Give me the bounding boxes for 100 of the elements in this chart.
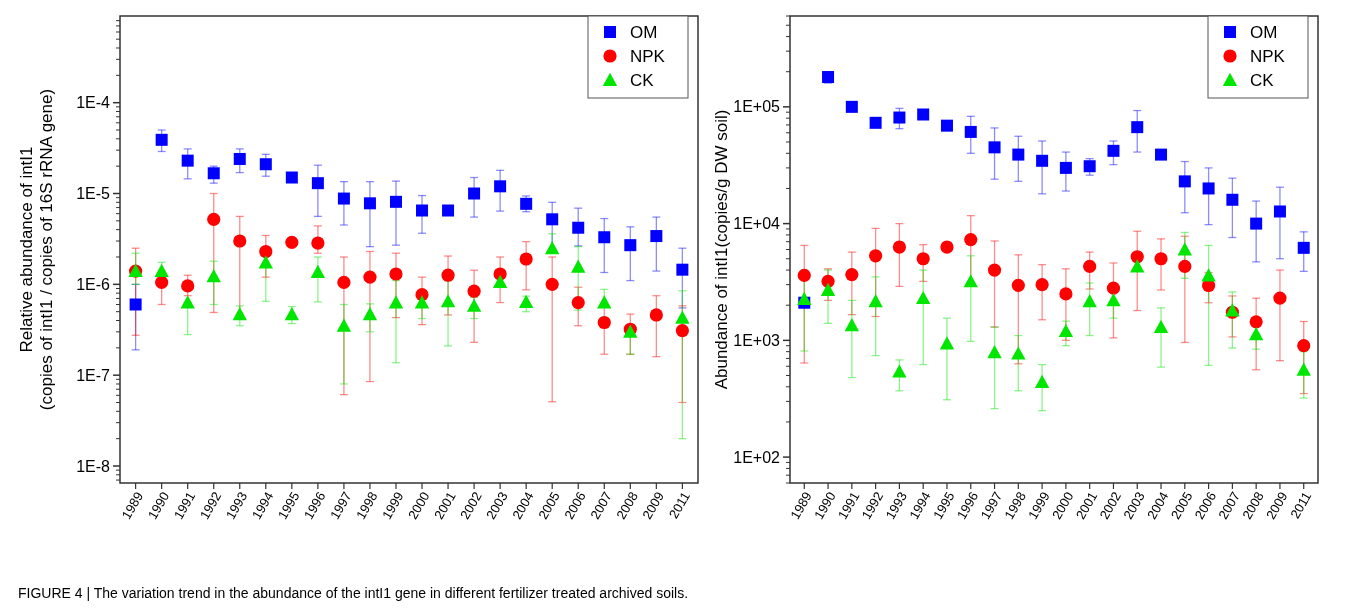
y-tick-label: 1E-6: [76, 275, 111, 293]
point: [940, 240, 954, 254]
y-tick-label: 1E-4: [76, 94, 111, 112]
point: [546, 213, 559, 226]
point: [892, 240, 907, 254]
point: [1059, 161, 1072, 174]
y-axis-title: Abundance of intI1(copies/g DW soil): [712, 109, 731, 390]
point: [414, 295, 430, 309]
point: [466, 298, 482, 312]
y-tick-label: 1E+02: [733, 448, 781, 466]
point: [337, 275, 351, 290]
point: [468, 187, 481, 200]
point: [797, 268, 811, 282]
point: [939, 336, 955, 350]
point: [1201, 268, 1216, 282]
point: [545, 241, 560, 255]
point: [362, 306, 378, 321]
point: [1012, 148, 1025, 161]
caption: FIGURE 4 | The variation trend in the abundance of the intI1 gene in different fertilizer treated archived soils.: [18, 585, 689, 601]
point: [675, 323, 689, 338]
point: [181, 279, 195, 293]
point: [492, 274, 508, 289]
point: [518, 294, 534, 308]
point: [1106, 281, 1121, 295]
y-tick-label: 1E+03: [733, 331, 781, 349]
point: [310, 264, 326, 278]
point: [1082, 294, 1097, 308]
point: [1177, 242, 1193, 256]
point: [572, 221, 585, 234]
point: [1036, 154, 1049, 167]
legend-label: OM: [1250, 22, 1278, 42]
point: [1059, 287, 1073, 301]
point: [389, 267, 403, 281]
point: [598, 231, 611, 244]
point: [1011, 278, 1025, 292]
point: [1296, 362, 1311, 376]
point: [1011, 346, 1026, 360]
point: [987, 263, 1002, 277]
point: [1155, 148, 1168, 161]
point: [206, 268, 221, 283]
point: [389, 195, 402, 208]
y-axis-title: Relative abundance of intI1 (copies of intI1 / copies of 16S rRNA gene): [17, 88, 56, 411]
point: [440, 294, 456, 308]
point: [1131, 121, 1144, 134]
y-tick-label: 1E-7: [76, 366, 111, 384]
point: [207, 212, 221, 226]
point: [915, 290, 931, 305]
point: [845, 100, 858, 113]
point: [337, 192, 350, 205]
point: [892, 364, 907, 378]
y-tick-label: 1E+04: [733, 215, 781, 233]
point: [1130, 250, 1144, 264]
point: [363, 197, 376, 210]
point: [284, 306, 300, 321]
point: [233, 234, 247, 248]
point: [797, 291, 812, 306]
point: [675, 310, 690, 324]
point: [597, 315, 611, 330]
point: [545, 277, 559, 291]
legend-label: CK: [630, 70, 655, 90]
point: [1250, 217, 1263, 230]
point: [1083, 259, 1097, 273]
point: [494, 180, 507, 193]
point: [916, 252, 930, 266]
point: [259, 158, 272, 171]
point: [259, 244, 273, 259]
point: [155, 275, 169, 290]
point: [1178, 175, 1191, 188]
point: [416, 204, 429, 217]
y-tick-label: 1E+05: [733, 98, 781, 116]
point: [869, 249, 883, 263]
point: [649, 308, 663, 322]
point: [519, 252, 533, 266]
point: [258, 255, 273, 269]
legend-label: NPK: [630, 46, 666, 66]
point: [467, 284, 481, 298]
point: [963, 274, 978, 288]
y-tick-label: 1E-5: [76, 185, 111, 203]
point: [1154, 252, 1168, 266]
point: [964, 232, 978, 247]
point: [442, 204, 455, 217]
point: [1130, 259, 1145, 273]
point: [1297, 339, 1311, 353]
point: [676, 263, 689, 276]
point: [1202, 182, 1215, 195]
point: [822, 71, 835, 84]
y-tick-label: 1E-8: [76, 457, 111, 475]
point: [917, 108, 930, 121]
point: [940, 119, 953, 132]
point: [571, 295, 585, 310]
point: [1248, 326, 1264, 341]
point: [232, 306, 247, 321]
point: [1058, 323, 1074, 338]
point: [844, 317, 860, 332]
point: [1273, 205, 1286, 218]
point: [1226, 193, 1239, 206]
point: [363, 270, 377, 284]
point: [207, 167, 220, 180]
legend-label: CK: [1250, 70, 1275, 90]
point: [181, 154, 194, 167]
